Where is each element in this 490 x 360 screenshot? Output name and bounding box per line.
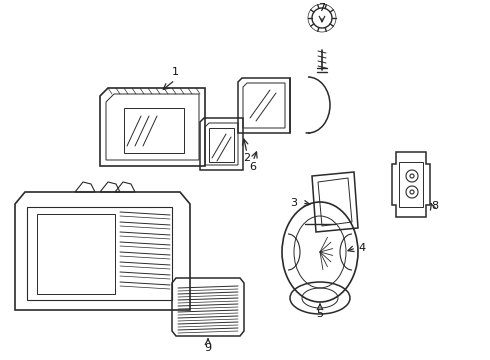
Bar xyxy=(37,214,115,294)
Bar xyxy=(399,162,423,207)
Text: 3: 3 xyxy=(291,198,297,208)
Bar xyxy=(209,128,234,162)
Text: 1: 1 xyxy=(172,67,178,77)
Text: 7: 7 xyxy=(318,3,325,13)
Text: 9: 9 xyxy=(204,343,212,353)
Text: 8: 8 xyxy=(431,201,439,211)
Text: 4: 4 xyxy=(359,243,366,253)
Text: 6: 6 xyxy=(249,162,256,172)
Bar xyxy=(124,108,184,153)
Text: 2: 2 xyxy=(244,153,250,163)
Text: 5: 5 xyxy=(317,309,323,319)
Bar xyxy=(27,207,172,300)
